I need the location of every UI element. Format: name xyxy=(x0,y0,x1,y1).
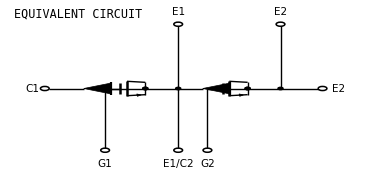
Text: EQUIVALENT CIRCUIT: EQUIVALENT CIRCUIT xyxy=(14,8,142,21)
Circle shape xyxy=(318,86,327,91)
Text: C1: C1 xyxy=(25,84,39,93)
Polygon shape xyxy=(137,94,141,96)
Text: E1: E1 xyxy=(172,7,185,17)
Text: E2: E2 xyxy=(274,7,287,17)
Circle shape xyxy=(40,86,49,91)
Polygon shape xyxy=(203,83,230,94)
Text: G2: G2 xyxy=(200,159,215,169)
Circle shape xyxy=(278,87,283,90)
Polygon shape xyxy=(239,94,243,96)
Text: E1/C2: E1/C2 xyxy=(163,159,194,169)
Circle shape xyxy=(203,148,212,152)
Circle shape xyxy=(143,87,148,90)
Text: G1: G1 xyxy=(98,159,112,169)
Circle shape xyxy=(174,22,183,26)
Polygon shape xyxy=(84,83,112,94)
Circle shape xyxy=(175,87,181,90)
Circle shape xyxy=(245,87,250,90)
Circle shape xyxy=(276,22,285,26)
Circle shape xyxy=(245,87,250,90)
Circle shape xyxy=(174,148,183,152)
Circle shape xyxy=(143,87,148,90)
Text: E2: E2 xyxy=(332,84,345,93)
Circle shape xyxy=(101,148,109,152)
